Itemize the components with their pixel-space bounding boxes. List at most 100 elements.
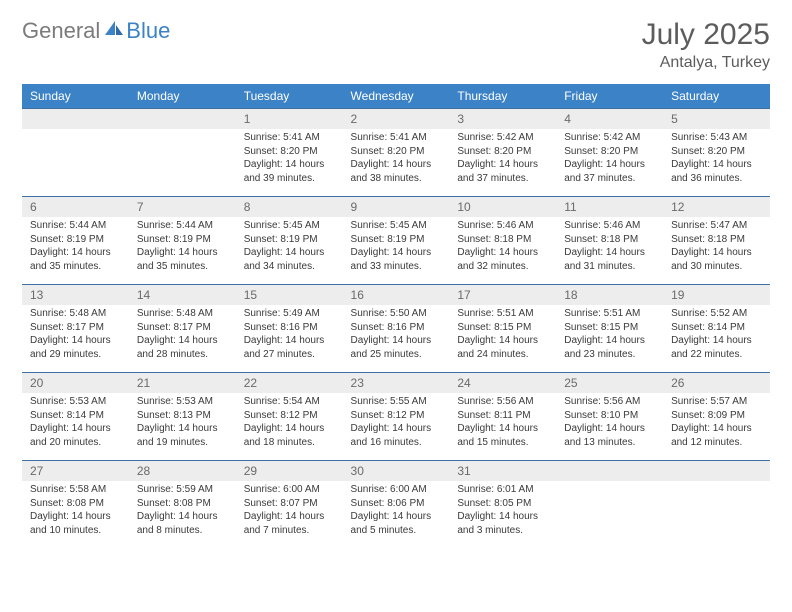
calendar-cell: 9Sunrise: 5:45 AMSunset: 8:19 PMDaylight…: [343, 197, 450, 285]
day-number: 11: [556, 197, 663, 217]
day-details: Sunrise: 5:57 AMSunset: 8:09 PMDaylight:…: [663, 393, 770, 453]
day-details: Sunrise: 5:48 AMSunset: 8:17 PMDaylight:…: [129, 305, 236, 365]
day-details: Sunrise: 5:41 AMSunset: 8:20 PMDaylight:…: [236, 129, 343, 189]
calendar-week-row: 27Sunrise: 5:58 AMSunset: 8:08 PMDayligh…: [22, 461, 770, 549]
location: Antalya, Turkey: [642, 54, 770, 72]
calendar-cell: 29Sunrise: 6:00 AMSunset: 8:07 PMDayligh…: [236, 461, 343, 549]
calendar-cell: [556, 461, 663, 549]
day-number: 2: [343, 109, 450, 129]
calendar-table: SundayMondayTuesdayWednesdayThursdayFrid…: [22, 84, 770, 549]
weekday-header: Saturday: [663, 84, 770, 109]
day-number: 5: [663, 109, 770, 129]
calendar-cell: 13Sunrise: 5:48 AMSunset: 8:17 PMDayligh…: [22, 285, 129, 373]
empty-day: [556, 461, 663, 481]
day-number: 16: [343, 285, 450, 305]
day-number: 12: [663, 197, 770, 217]
day-details: Sunrise: 5:46 AMSunset: 8:18 PMDaylight:…: [449, 217, 556, 277]
day-number: 24: [449, 373, 556, 393]
day-number: 1: [236, 109, 343, 129]
calendar-cell: 26Sunrise: 5:57 AMSunset: 8:09 PMDayligh…: [663, 373, 770, 461]
calendar-week-row: 6Sunrise: 5:44 AMSunset: 8:19 PMDaylight…: [22, 197, 770, 285]
calendar-cell: 2Sunrise: 5:41 AMSunset: 8:20 PMDaylight…: [343, 109, 450, 197]
calendar-cell: 11Sunrise: 5:46 AMSunset: 8:18 PMDayligh…: [556, 197, 663, 285]
calendar-cell: 21Sunrise: 5:53 AMSunset: 8:13 PMDayligh…: [129, 373, 236, 461]
calendar-cell: 5Sunrise: 5:43 AMSunset: 8:20 PMDaylight…: [663, 109, 770, 197]
empty-day: [22, 109, 129, 129]
month-title: July 2025: [642, 18, 770, 52]
day-details: Sunrise: 5:45 AMSunset: 8:19 PMDaylight:…: [343, 217, 450, 277]
day-number: 21: [129, 373, 236, 393]
day-number: 8: [236, 197, 343, 217]
header: General Blue July 2025 Antalya, Turkey: [22, 18, 770, 72]
calendar-cell: 15Sunrise: 5:49 AMSunset: 8:16 PMDayligh…: [236, 285, 343, 373]
day-number: 23: [343, 373, 450, 393]
logo: General Blue: [22, 18, 170, 44]
logo-word2: Blue: [126, 18, 170, 44]
calendar-cell: 28Sunrise: 5:59 AMSunset: 8:08 PMDayligh…: [129, 461, 236, 549]
calendar-week-row: 20Sunrise: 5:53 AMSunset: 8:14 PMDayligh…: [22, 373, 770, 461]
day-number: 27: [22, 461, 129, 481]
empty-day: [663, 461, 770, 481]
calendar-cell: 1Sunrise: 5:41 AMSunset: 8:20 PMDaylight…: [236, 109, 343, 197]
weekday-header: Sunday: [22, 84, 129, 109]
calendar-cell: 19Sunrise: 5:52 AMSunset: 8:14 PMDayligh…: [663, 285, 770, 373]
day-number: 30: [343, 461, 450, 481]
day-number: 22: [236, 373, 343, 393]
weekday-header: Monday: [129, 84, 236, 109]
calendar-cell: 10Sunrise: 5:46 AMSunset: 8:18 PMDayligh…: [449, 197, 556, 285]
day-number: 9: [343, 197, 450, 217]
day-details: Sunrise: 5:42 AMSunset: 8:20 PMDaylight:…: [449, 129, 556, 189]
day-details: Sunrise: 5:55 AMSunset: 8:12 PMDaylight:…: [343, 393, 450, 453]
day-details: Sunrise: 5:58 AMSunset: 8:08 PMDaylight:…: [22, 481, 129, 541]
day-number: 4: [556, 109, 663, 129]
calendar-cell: 16Sunrise: 5:50 AMSunset: 8:16 PMDayligh…: [343, 285, 450, 373]
calendar-cell: 8Sunrise: 5:45 AMSunset: 8:19 PMDaylight…: [236, 197, 343, 285]
calendar-cell: 3Sunrise: 5:42 AMSunset: 8:20 PMDaylight…: [449, 109, 556, 197]
day-number: 25: [556, 373, 663, 393]
day-number: 7: [129, 197, 236, 217]
day-details: Sunrise: 5:56 AMSunset: 8:10 PMDaylight:…: [556, 393, 663, 453]
calendar-cell: 23Sunrise: 5:55 AMSunset: 8:12 PMDayligh…: [343, 373, 450, 461]
day-details: Sunrise: 5:52 AMSunset: 8:14 PMDaylight:…: [663, 305, 770, 365]
calendar-cell: 12Sunrise: 5:47 AMSunset: 8:18 PMDayligh…: [663, 197, 770, 285]
day-details: Sunrise: 5:48 AMSunset: 8:17 PMDaylight:…: [22, 305, 129, 365]
day-details: Sunrise: 6:00 AMSunset: 8:07 PMDaylight:…: [236, 481, 343, 541]
calendar-cell: 24Sunrise: 5:56 AMSunset: 8:11 PMDayligh…: [449, 373, 556, 461]
calendar-cell: 4Sunrise: 5:42 AMSunset: 8:20 PMDaylight…: [556, 109, 663, 197]
calendar-body: 1Sunrise: 5:41 AMSunset: 8:20 PMDaylight…: [22, 109, 770, 549]
weekday-header: Tuesday: [236, 84, 343, 109]
title-block: July 2025 Antalya, Turkey: [642, 18, 770, 72]
calendar-cell: 7Sunrise: 5:44 AMSunset: 8:19 PMDaylight…: [129, 197, 236, 285]
day-details: Sunrise: 5:42 AMSunset: 8:20 PMDaylight:…: [556, 129, 663, 189]
day-details: Sunrise: 5:45 AMSunset: 8:19 PMDaylight:…: [236, 217, 343, 277]
day-number: 19: [663, 285, 770, 305]
day-number: 26: [663, 373, 770, 393]
calendar-cell: [663, 461, 770, 549]
calendar-cell: [22, 109, 129, 197]
sail-icon: [103, 19, 125, 44]
calendar-cell: 20Sunrise: 5:53 AMSunset: 8:14 PMDayligh…: [22, 373, 129, 461]
day-details: Sunrise: 5:46 AMSunset: 8:18 PMDaylight:…: [556, 217, 663, 277]
day-number: 28: [129, 461, 236, 481]
weekday-header: Thursday: [449, 84, 556, 109]
day-details: Sunrise: 5:51 AMSunset: 8:15 PMDaylight:…: [449, 305, 556, 365]
day-number: 14: [129, 285, 236, 305]
day-details: Sunrise: 6:00 AMSunset: 8:06 PMDaylight:…: [343, 481, 450, 541]
day-number: 6: [22, 197, 129, 217]
day-details: Sunrise: 5:43 AMSunset: 8:20 PMDaylight:…: [663, 129, 770, 189]
empty-day: [129, 109, 236, 129]
weekday-header-row: SundayMondayTuesdayWednesdayThursdayFrid…: [22, 84, 770, 109]
weekday-header: Wednesday: [343, 84, 450, 109]
day-number: 17: [449, 285, 556, 305]
weekday-header: Friday: [556, 84, 663, 109]
calendar-cell: 22Sunrise: 5:54 AMSunset: 8:12 PMDayligh…: [236, 373, 343, 461]
calendar-cell: 17Sunrise: 5:51 AMSunset: 8:15 PMDayligh…: [449, 285, 556, 373]
logo-word1: General: [22, 18, 100, 44]
day-details: Sunrise: 5:54 AMSunset: 8:12 PMDaylight:…: [236, 393, 343, 453]
day-number: 13: [22, 285, 129, 305]
day-details: Sunrise: 5:44 AMSunset: 8:19 PMDaylight:…: [22, 217, 129, 277]
day-details: Sunrise: 5:41 AMSunset: 8:20 PMDaylight:…: [343, 129, 450, 189]
day-number: 15: [236, 285, 343, 305]
day-details: Sunrise: 5:53 AMSunset: 8:13 PMDaylight:…: [129, 393, 236, 453]
calendar-week-row: 1Sunrise: 5:41 AMSunset: 8:20 PMDaylight…: [22, 109, 770, 197]
